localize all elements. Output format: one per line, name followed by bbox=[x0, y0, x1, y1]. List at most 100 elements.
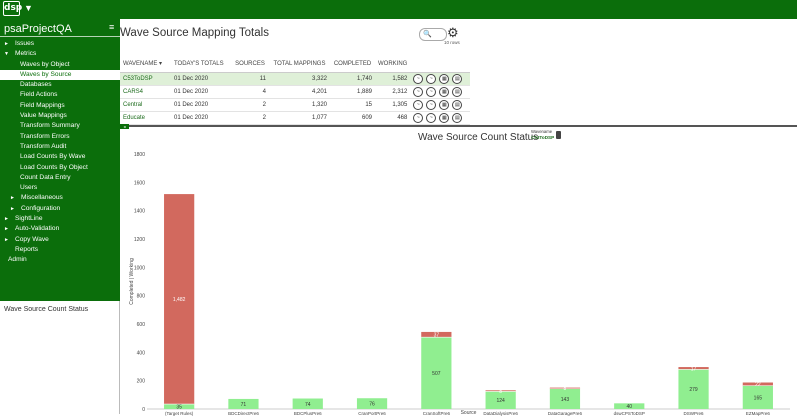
cell-sources: 4 bbox=[231, 85, 269, 99]
divider bbox=[0, 36, 120, 37]
table-row[interactable]: Central 01 Dec 2020 2 1,320 15 1,305 ~ ~ ▦ ▤ bbox=[120, 98, 471, 112]
data-label-working: 8 bbox=[564, 386, 567, 392]
column-header-total-mappings[interactable]: TOTAL MAPPINGS bbox=[269, 56, 330, 73]
data-label-completed: 35 bbox=[176, 405, 182, 411]
cell-wavename[interactable]: C53ToDSP bbox=[120, 72, 171, 86]
column-header-sources[interactable]: SOURCES bbox=[231, 56, 269, 73]
sidebar-item-users[interactable]: Users bbox=[0, 183, 120, 193]
cell-working: 2,312 bbox=[375, 85, 411, 99]
chart-icon[interactable]: ~ bbox=[413, 73, 424, 84]
sidebar-item-metrics[interactable]: ▼ Metrics bbox=[0, 49, 120, 59]
chart-icon[interactable]: ~ bbox=[426, 86, 437, 97]
chart-icon[interactable]: ~ bbox=[426, 73, 437, 84]
sidebar-item-label: Users bbox=[20, 184, 38, 192]
data-label-working: 8 bbox=[499, 389, 502, 395]
column-header-todays-totals[interactable]: TODAY'S TOTALS bbox=[171, 56, 231, 73]
sidebar-item-count-data-entry[interactable]: Count Data Entry bbox=[0, 173, 120, 183]
cell-wavename[interactable]: Central bbox=[120, 98, 171, 112]
grid-icon[interactable]: ▦ bbox=[439, 99, 450, 110]
sidebar-item-label: Transform Errors bbox=[20, 132, 70, 140]
sidebar-item-value-mappings[interactable]: Value Mappings bbox=[0, 111, 120, 121]
sidebar-item-label: Waves by Object bbox=[20, 60, 70, 68]
sidebar-item-field-mappings[interactable]: Field Mappings bbox=[0, 101, 120, 111]
grid-icon[interactable]: ▦ bbox=[439, 86, 450, 97]
chart-title: Wave Source Count Status bbox=[418, 132, 539, 143]
cell-completed: 1,889 bbox=[330, 85, 375, 99]
report-icon[interactable]: ▤ bbox=[452, 112, 463, 123]
search-input[interactable] bbox=[419, 28, 447, 41]
chart-icon[interactable]: ~ bbox=[413, 86, 424, 97]
sidebar: psaProjectQA ≡ ► Issues ▼ Metrics Waves by O… bbox=[0, 19, 120, 301]
cell-today: 01 Dec 2020 bbox=[171, 85, 231, 99]
sidebar-item-field-actions[interactable]: Field Actions bbox=[0, 90, 120, 100]
phone-icon[interactable] bbox=[556, 131, 561, 139]
y-tick-label: 400 bbox=[137, 350, 146, 356]
cell-working: 468 bbox=[375, 111, 411, 125]
sidebar-item-label: Load Counts By Object bbox=[20, 163, 88, 171]
sidebar-item-waves-by-object[interactable]: Waves by Object bbox=[0, 60, 120, 70]
sidebar-item-issues[interactable]: ► Issues bbox=[0, 39, 120, 49]
chart-icon[interactable]: ~ bbox=[426, 99, 437, 110]
table-header-row: WAVENAME ▾ TODAY'S TOTALS SOURCES TOTAL … bbox=[120, 56, 471, 73]
menu-icon[interactable]: ≡ bbox=[109, 22, 115, 32]
sidebar-item-label: Configuration bbox=[21, 204, 61, 212]
sidebar-item-label: Count Data Entry bbox=[20, 173, 71, 181]
sidebar-item-databases[interactable]: Databases bbox=[0, 80, 120, 90]
sidebar-item-sightline[interactable]: ► SightLine bbox=[0, 214, 120, 224]
sidebar-item-miscellaneous[interactable]: ► Miscellaneous bbox=[0, 193, 120, 203]
bar-working bbox=[164, 194, 195, 405]
page-title: Wave Source Mapping Totals bbox=[120, 27, 269, 39]
sidebar-item-label: Databases bbox=[20, 81, 52, 89]
sidebar-item-label: Transform Summary bbox=[20, 122, 80, 130]
sidebar-item-label: Field Mappings bbox=[20, 101, 65, 109]
bar-chart: 0 200 400 600 800 1000 1200 1400 1600 1800 Complet… bbox=[129, 152, 790, 416]
bar-working bbox=[549, 387, 581, 389]
data-label-completed: 71 bbox=[241, 402, 247, 408]
sidebar-item-waves-by-source[interactable]: Waves by Source bbox=[0, 69, 120, 81]
y-tick-label: 0 bbox=[142, 407, 145, 413]
sidebar-item-transform-audit[interactable]: Transform Audit bbox=[0, 142, 120, 152]
collapse-icon[interactable]: ◂ bbox=[120, 124, 129, 129]
chart-icon[interactable]: ~ bbox=[413, 112, 424, 123]
bar-completed bbox=[485, 391, 516, 409]
chart-icon[interactable]: ~ bbox=[426, 112, 437, 123]
search-icon[interactable]: 🔍 bbox=[423, 31, 432, 38]
cell-working: 1,582 bbox=[375, 72, 411, 86]
column-header-working[interactable]: WORKING bbox=[375, 56, 411, 73]
sidebar-item-configuration[interactable]: ► Configuration bbox=[0, 204, 120, 214]
chevron-down-icon[interactable]: ▼ bbox=[24, 3, 33, 13]
sidebar-item-load-counts-by-wave[interactable]: Load Counts By Wave bbox=[0, 152, 120, 162]
gear-icon[interactable]: ⚙ bbox=[447, 25, 459, 40]
sidebar-item-label: Transform Audit bbox=[20, 142, 67, 150]
table-row[interactable]: Educate 01 Dec 2020 2 1,077 609 468 ~ ~ ▦ ▤ bbox=[120, 111, 471, 125]
chart-icon[interactable]: ~ bbox=[413, 99, 424, 110]
sidebar-item-admin[interactable]: Admin bbox=[0, 255, 120, 265]
cell-wavename[interactable]: Educate bbox=[120, 111, 171, 125]
data-label-working: 1,482 bbox=[173, 297, 186, 303]
column-header-completed[interactable]: COMPLETED bbox=[330, 56, 375, 73]
grid-icon[interactable]: ▦ bbox=[439, 112, 450, 123]
top-bar: dsp ▼ bbox=[0, 0, 797, 19]
column-header-wavename[interactable]: WAVENAME ▾ bbox=[120, 56, 171, 73]
report-icon[interactable]: ▤ bbox=[452, 86, 463, 97]
sidebar-item-load-counts-by-object[interactable]: Load Counts By Object bbox=[0, 163, 120, 173]
table-row[interactable]: C53ToDSP 01 Dec 2020 11 3,322 1,740 1,582 ~ ~ ▦ ▤ bbox=[120, 72, 471, 86]
grid-icon[interactable]: ▦ bbox=[439, 73, 450, 84]
dsp-logo[interactable]: dsp bbox=[3, 1, 22, 16]
y-tick-label: 1600 bbox=[134, 180, 145, 186]
report-icon[interactable]: ▤ bbox=[452, 73, 463, 84]
sidebar-item-transform-summary[interactable]: Transform Summary bbox=[0, 121, 120, 131]
data-label-completed: 76 bbox=[369, 402, 375, 408]
sidebar-item-auto-validation[interactable]: ► Auto-Validation bbox=[0, 224, 120, 234]
y-axis-label: Completed | Working bbox=[129, 258, 135, 305]
panel-divider[interactable] bbox=[120, 125, 797, 127]
report-icon[interactable]: ▤ bbox=[452, 99, 463, 110]
data-label-completed: 507 bbox=[432, 371, 441, 377]
cell-wavename[interactable]: CARS4 bbox=[120, 85, 171, 99]
sidebar-item-label: Auto-Validation bbox=[15, 225, 60, 233]
table-row[interactable]: CARS4 01 Dec 2020 4 4,201 1,889 2,312 ~ ~ ▦ ▤ bbox=[120, 85, 471, 99]
sidebar-item-reports[interactable]: Reports bbox=[0, 245, 120, 255]
sidebar-item-copy-wave[interactable]: ► Copy Wave bbox=[0, 235, 120, 245]
caret-down-icon: ▼ bbox=[4, 51, 9, 58]
sidebar-item-transform-errors[interactable]: Transform Errors bbox=[0, 132, 120, 142]
